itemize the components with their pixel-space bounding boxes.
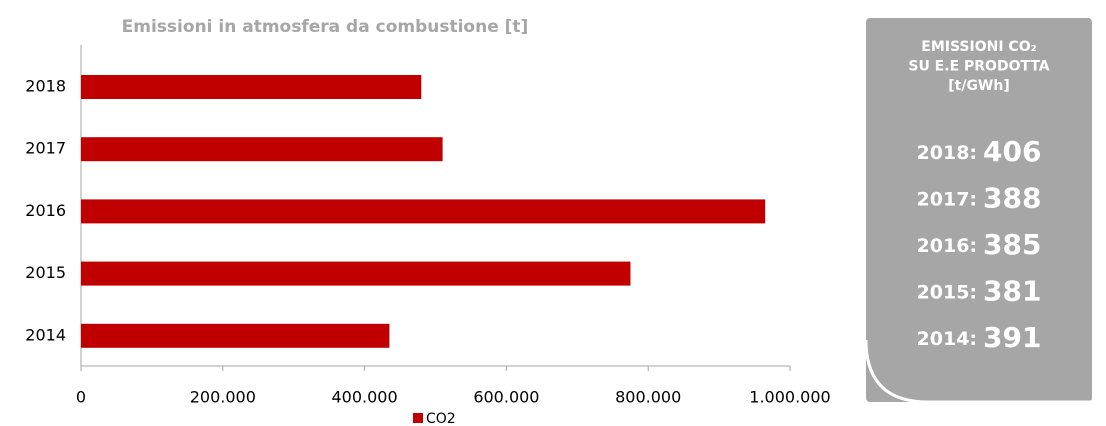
bar [81,137,443,162]
panel-corner [864,339,1092,404]
x-tick-label: 400.000 [332,388,398,407]
panel-value: 385 [983,228,1041,261]
x-tick-label: 800.000 [615,388,681,407]
panel-item: 2017: 388 [917,182,1042,215]
panel-item: 2014: 391 [917,321,1042,354]
panel-item: 2015: 381 [917,275,1042,308]
panel-year: 2015: [917,281,977,303]
panel-value: 388 [983,182,1041,215]
panel-item: 2016: 385 [917,228,1042,261]
panel-year: 2014: [917,328,977,350]
panel-title: [t/GWh] [948,78,1010,94]
panel-value: 391 [983,321,1041,354]
panel-value: 406 [983,135,1041,168]
panel-title: EMISSIONI CO₂ [921,39,1036,55]
legend-label: CO2 [426,411,456,426]
x-tick-label: 600.000 [473,388,539,407]
x-tick-label: 200.000 [190,388,256,407]
bar [81,323,390,348]
y-tick-label: 2014 [25,325,66,344]
panel-year: 2016: [917,235,977,257]
bar [81,199,766,224]
panel-title: SU E.E PRODOTTA [908,59,1049,75]
panel-box [866,18,1092,402]
y-tick-label: 2017 [25,139,66,158]
panel-year: 2017: [917,188,977,210]
legend-swatch [413,413,423,423]
panel-value: 381 [983,275,1041,308]
y-tick-label: 2016 [25,201,66,220]
x-tick-label: 0 [76,388,86,407]
bar [81,261,631,286]
y-tick-label: 2018 [25,77,66,96]
panel-item: 2018: 406 [917,135,1042,168]
x-tick-label: 1.000.000 [749,388,830,407]
chart-title: Emissioni in atmosfera da combustione [t… [122,17,529,37]
bar [81,75,422,99]
panel-year: 2018: [917,142,977,164]
y-tick-label: 2015 [25,263,66,282]
